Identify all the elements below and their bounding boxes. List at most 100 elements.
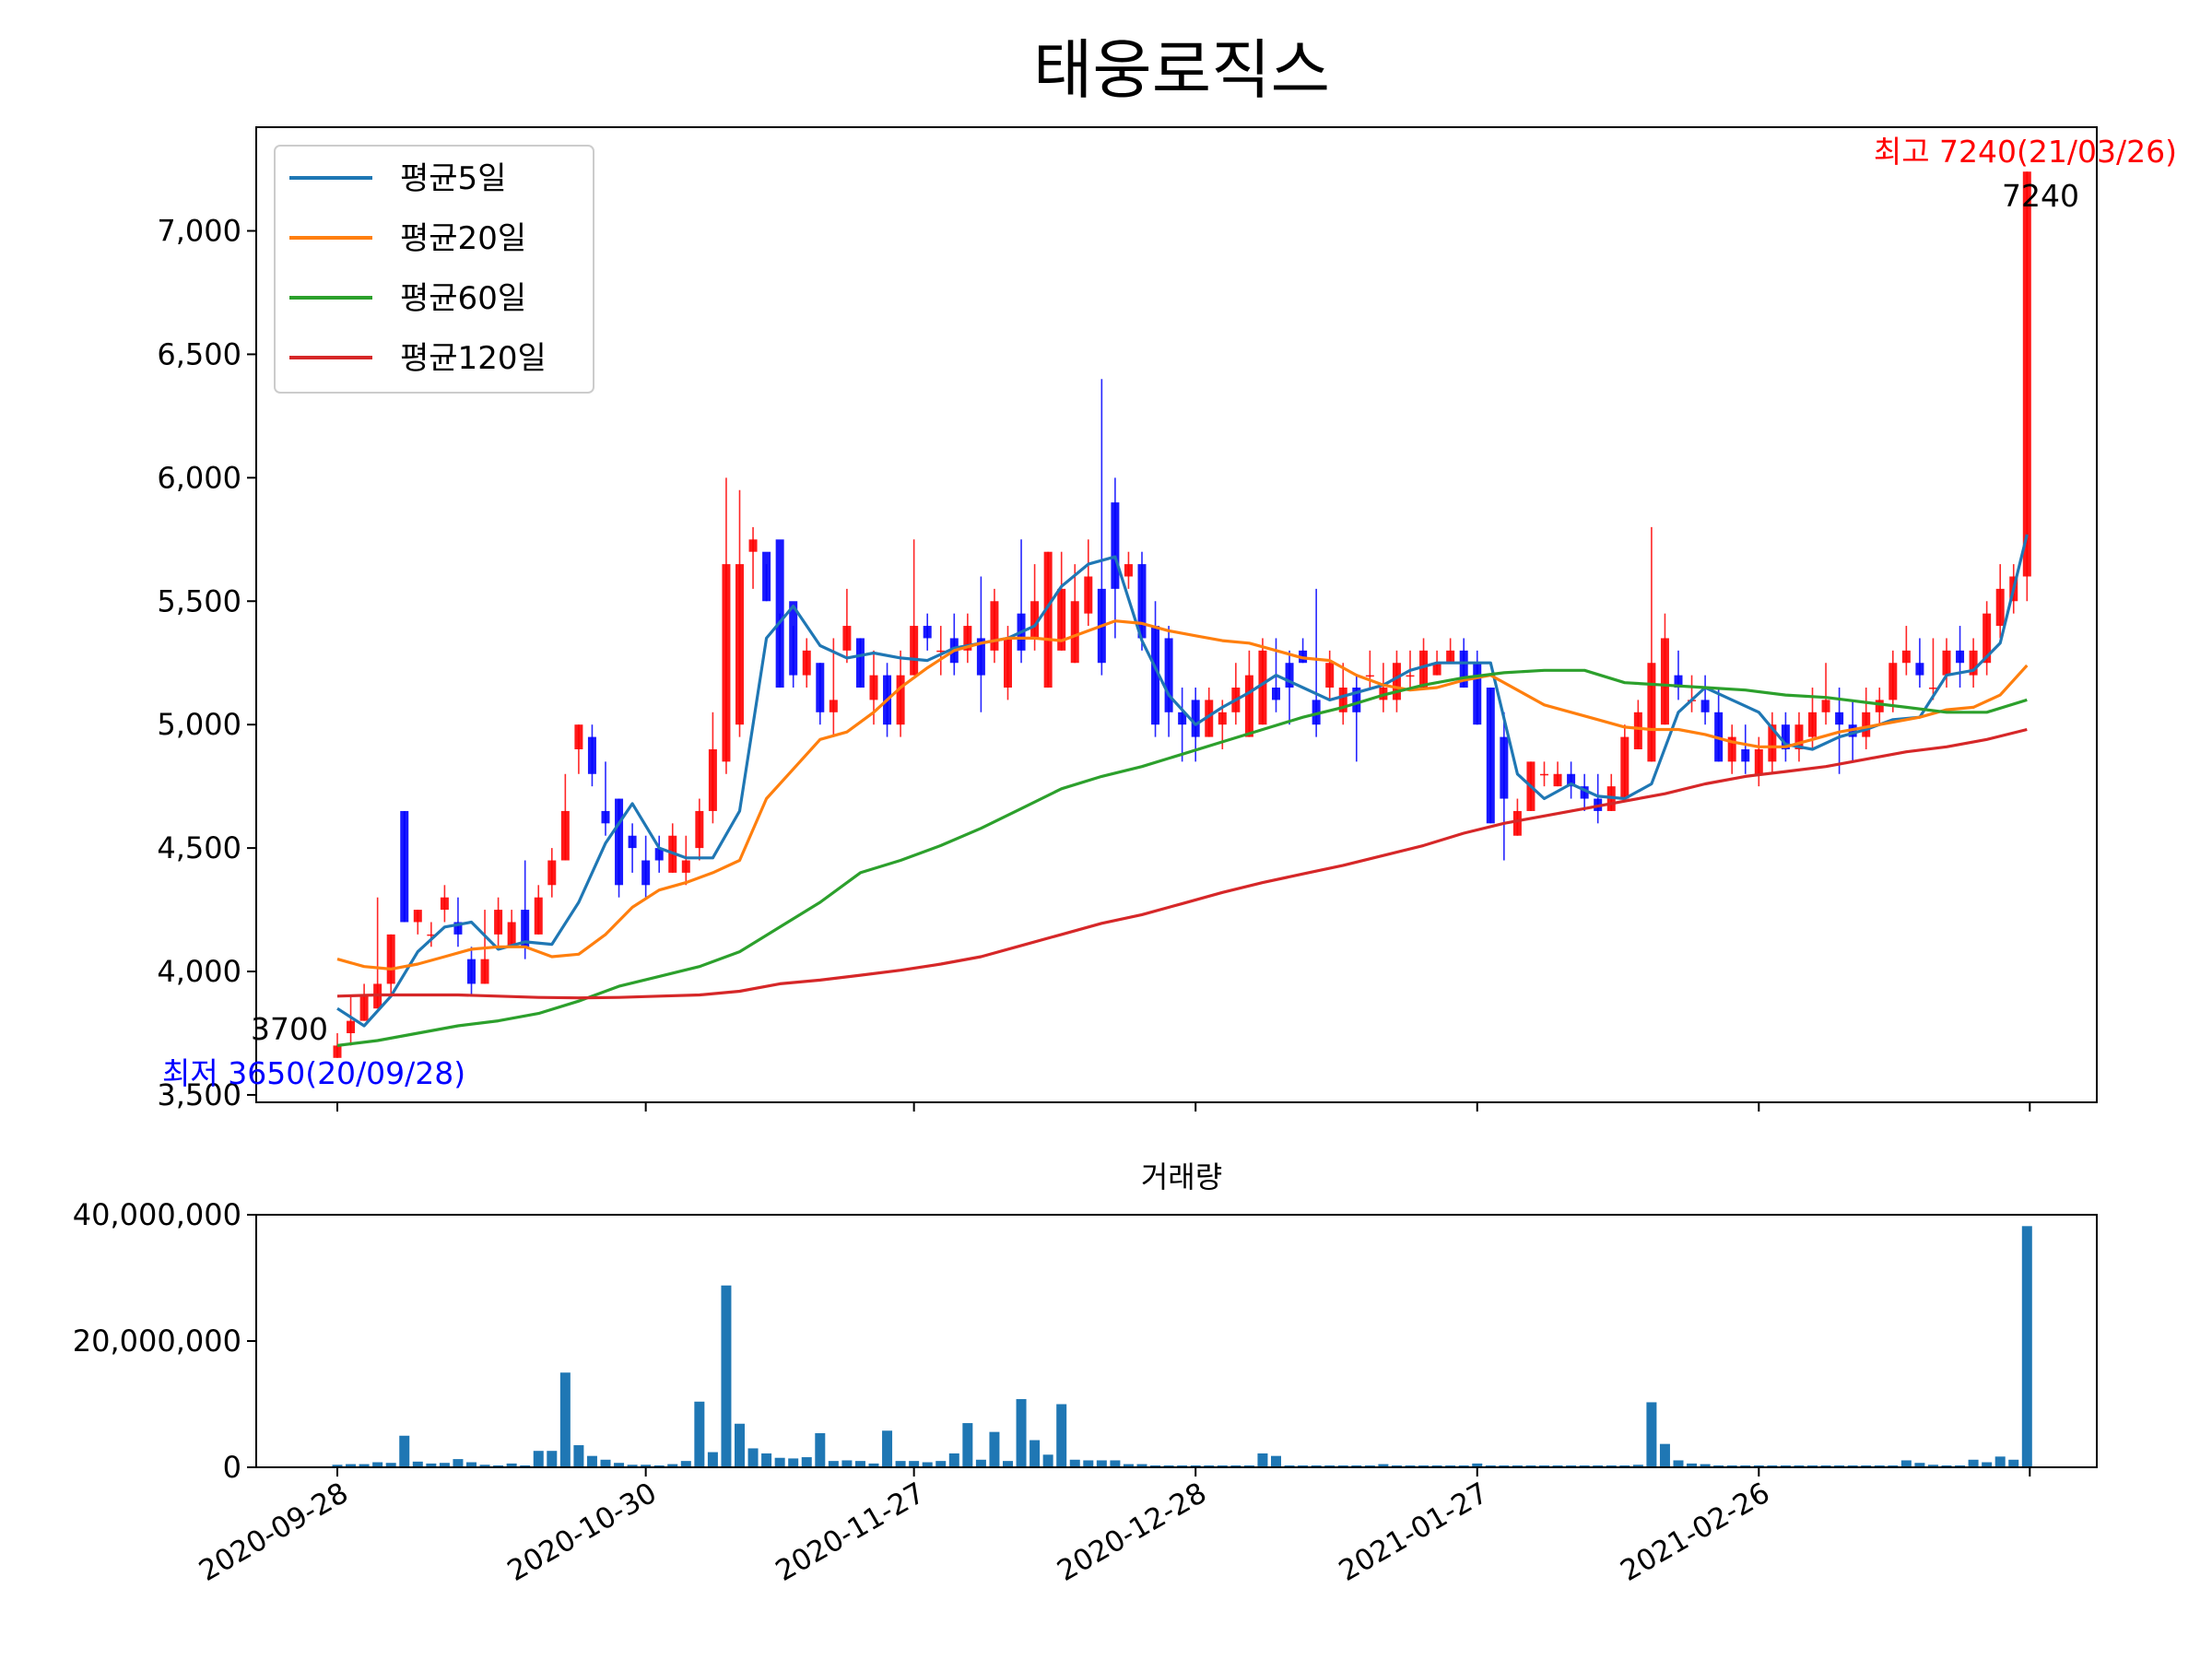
volume-bar	[1391, 1465, 1402, 1467]
candle	[1969, 638, 1978, 688]
volume-bar	[1753, 1465, 1764, 1467]
volume-bar	[1780, 1465, 1791, 1467]
candle-body	[1459, 650, 1468, 688]
volume-bar	[868, 1463, 879, 1467]
candle-body	[1969, 650, 1978, 676]
volume-bar	[828, 1461, 839, 1467]
candle	[923, 613, 932, 651]
candle-body	[440, 897, 449, 911]
volume-bar	[1525, 1465, 1536, 1467]
candle	[1633, 700, 1642, 749]
candle	[1741, 724, 1750, 774]
candle-body	[1164, 638, 1173, 712]
volume-bar	[641, 1465, 652, 1467]
y-tick-label: 4,000	[157, 954, 241, 989]
candle-body	[333, 1045, 342, 1058]
volume-bar	[1243, 1465, 1254, 1467]
candle	[413, 910, 422, 935]
candle-body	[1862, 712, 1871, 737]
volume-bar	[1069, 1459, 1080, 1467]
volume-bar	[761, 1453, 772, 1467]
legend-label: 평균120일	[400, 340, 547, 377]
volume-bar	[1136, 1464, 1147, 1467]
candle-body	[1352, 688, 1361, 712]
candle	[453, 897, 463, 947]
volume-bar	[895, 1461, 906, 1467]
candle	[1057, 551, 1066, 651]
candle-body	[1794, 724, 1804, 749]
candle-body	[1741, 748, 1750, 762]
candle	[386, 934, 395, 996]
volume-bar	[1726, 1465, 1737, 1467]
candle-body	[1432, 663, 1441, 676]
volume-bar	[735, 1423, 745, 1467]
candle-body	[560, 810, 570, 861]
volume-bar	[506, 1463, 517, 1467]
candle	[2022, 171, 2031, 602]
candle-body	[775, 539, 784, 688]
volume-bar	[1042, 1454, 1053, 1467]
volume-bar	[882, 1430, 893, 1467]
volume-bar	[1485, 1465, 1496, 1467]
candle	[1995, 564, 2005, 639]
candle-body	[1915, 663, 1924, 676]
volume-bar	[412, 1461, 423, 1467]
candle-body	[2022, 171, 2031, 577]
candle	[1580, 773, 1589, 811]
volume-bar	[1405, 1465, 1416, 1467]
volume-bar	[479, 1465, 490, 1467]
candle	[829, 638, 838, 737]
ma-line	[336, 668, 2028, 1047]
volume-bar	[1834, 1465, 1845, 1467]
volume-bar	[774, 1457, 785, 1467]
candle-body	[869, 675, 878, 700]
volume-bar	[533, 1451, 544, 1467]
volume-bar	[1767, 1465, 1778, 1467]
legend-label: 평균20일	[400, 220, 526, 257]
candle-body	[534, 897, 543, 935]
volume-bar	[1687, 1463, 1698, 1467]
volume-bar	[466, 1462, 477, 1467]
volume-bar	[694, 1401, 705, 1467]
candle	[1794, 712, 1804, 762]
candle-body	[1512, 810, 1522, 836]
candle	[359, 983, 369, 1021]
volume-bar	[1874, 1465, 1885, 1467]
candle-body	[1956, 650, 1965, 664]
volume-bar	[372, 1462, 383, 1467]
candle	[695, 798, 704, 861]
candle	[1983, 601, 1992, 676]
candle-body	[1406, 675, 1415, 677]
candle	[1901, 626, 1911, 676]
candle	[802, 638, 811, 688]
volume-bar	[854, 1461, 865, 1467]
candle	[708, 712, 717, 824]
price-plot: 3,500 4,000 4,500 5,000 5,500 6,000 6,500 7,000	[157, 126, 2098, 1112]
volume-bar	[1190, 1465, 1201, 1467]
candle	[936, 626, 946, 676]
candle-body	[1781, 724, 1790, 749]
volume-bar	[909, 1461, 920, 1467]
candle	[1700, 675, 1710, 725]
candle-body	[1620, 736, 1630, 799]
candle-body	[1043, 551, 1053, 688]
candle	[1875, 688, 1884, 725]
legend-frame	[274, 145, 594, 394]
candle	[1338, 663, 1347, 725]
candle-body	[695, 810, 704, 849]
volume-bar	[935, 1461, 947, 1467]
max-annotation: 최고 7240(21/03/26)	[1874, 134, 2177, 170]
volume-bar	[1968, 1459, 1979, 1467]
candle-body	[816, 663, 825, 712]
ma-line	[336, 727, 2028, 1000]
candle-body	[1808, 712, 1817, 737]
candle-body	[1875, 700, 1884, 712]
volume-bar	[1337, 1465, 1348, 1467]
candle-body	[547, 860, 557, 886]
volume-bar	[1311, 1465, 1322, 1467]
candle	[748, 526, 758, 589]
candle	[1540, 761, 1548, 787]
volume-bar	[1512, 1465, 1523, 1467]
candle	[1164, 626, 1173, 737]
